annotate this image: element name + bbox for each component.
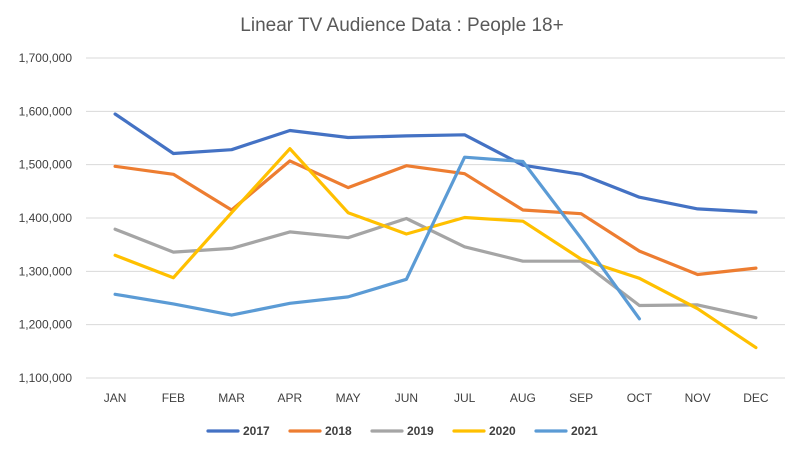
x-tick-label-nov: NOV — [685, 391, 711, 405]
x-tick-label-apr: APR — [278, 391, 303, 405]
x-tick-label-may: MAY — [336, 391, 361, 405]
y-tick-label: 1,700,000 — [19, 51, 73, 65]
x-tick-label-mar: MAR — [218, 391, 245, 405]
y-tick-label: 1,400,000 — [19, 211, 73, 225]
series-line-2021 — [113, 155, 642, 321]
legend-label-2018: 2018 — [325, 424, 352, 438]
legend-label-2021: 2021 — [571, 424, 598, 438]
y-tick-label: 1,500,000 — [19, 158, 73, 172]
series-line-2019 — [113, 216, 758, 320]
x-tick-label-jun: JUN — [395, 391, 418, 405]
x-tick-label-sep: SEP — [569, 391, 593, 405]
legend: 2017 2018 2019 2020 2021 — [206, 424, 598, 438]
y-tick-label: 1,300,000 — [19, 264, 73, 278]
legend-label-2017: 2017 — [243, 424, 270, 438]
y-tick-label: 1,100,000 — [19, 371, 73, 385]
series-line-2018 — [113, 159, 758, 277]
x-tick-label-aug: AUG — [510, 391, 536, 405]
y-tick-label: 1,200,000 — [19, 318, 73, 332]
x-tick-label-dec: DEC — [743, 391, 769, 405]
legend-label-2020: 2020 — [489, 424, 516, 438]
x-tick-label-feb: FEB — [162, 391, 185, 405]
legend-label-2019: 2019 — [407, 424, 434, 438]
x-tick-label-jan: JAN — [104, 391, 127, 405]
series-lines — [113, 112, 758, 350]
x-tick-label-oct: OCT — [627, 391, 653, 405]
gridlines — [86, 57, 785, 379]
x-axis-tick-labels: JAN FEB MAR APR MAY JUN JUL AUG SEP OCT NOV DEC — [104, 391, 769, 405]
chart-title: Linear TV Audience Data : People 18+ — [240, 15, 563, 36]
series-line-2017 — [113, 112, 758, 214]
series-line-2020 — [113, 147, 758, 350]
y-tick-label: 1,600,000 — [19, 104, 73, 118]
y-axis-tick-labels: 1,100,000 1,200,000 1,300,000 1,400,000 1,50… — [19, 51, 73, 385]
x-tick-label-jul: JUL — [454, 391, 476, 405]
